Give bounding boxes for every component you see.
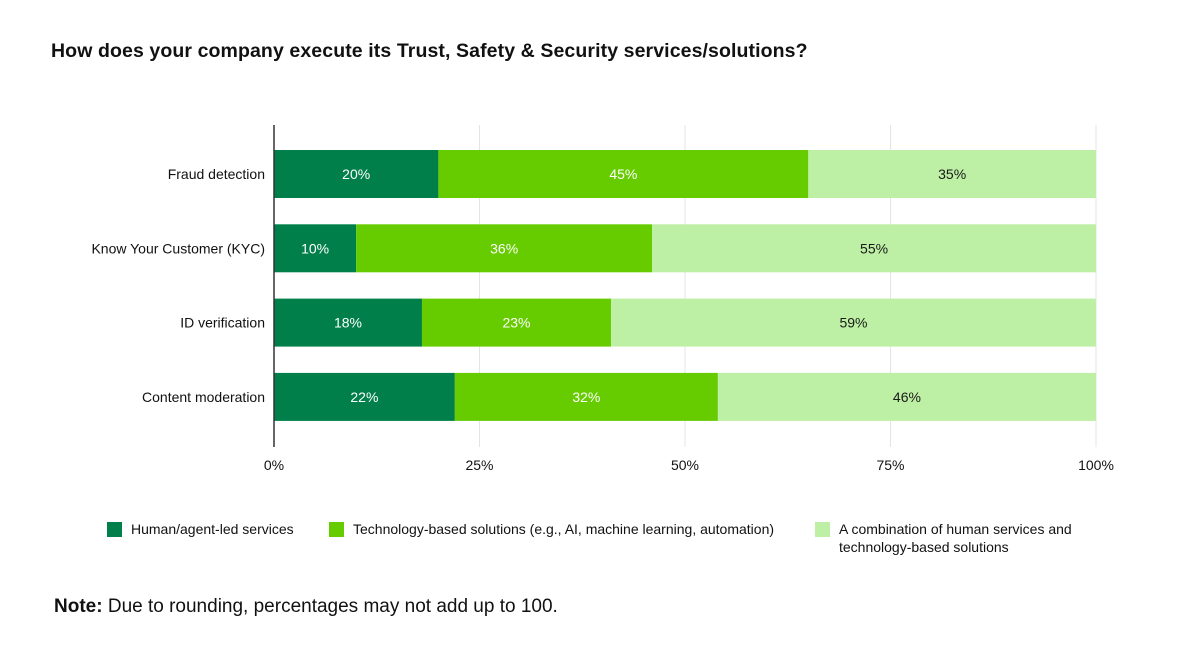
data-label: 18% <box>334 315 362 331</box>
data-label: 10% <box>301 240 329 256</box>
bar-segment <box>438 150 809 198</box>
category-label: Know Your Customer (KYC) <box>91 240 265 256</box>
legend-swatch-human <box>107 522 122 537</box>
data-label: 36% <box>490 240 518 256</box>
data-label: 35% <box>938 166 966 182</box>
bar-segment <box>652 224 1096 273</box>
legend-item-technology: Technology-based solutions (e.g., AI, ma… <box>329 520 815 538</box>
legend-item-combination: A combination of human services and tech… <box>815 520 1094 556</box>
bar-segment <box>717 372 1096 421</box>
bar-segment <box>356 224 653 273</box>
data-label: 23% <box>502 315 530 331</box>
footnote-text: Due to rounding, percentages may not add… <box>102 596 558 617</box>
legend-item-human: Human/agent-led services <box>107 520 329 538</box>
data-label: 45% <box>609 166 637 182</box>
data-label: 55% <box>860 240 888 256</box>
legend-label-combination: A combination of human services and tech… <box>839 521 1072 555</box>
data-label: 22% <box>350 389 378 405</box>
data-label: 32% <box>572 389 600 405</box>
x-tick-label: 50% <box>671 457 699 473</box>
category-label: Content moderation <box>142 389 265 405</box>
chart-legend: Human/agent-led services Technology-base… <box>107 520 1094 556</box>
x-tick-label: 100% <box>1078 457 1114 473</box>
bar-segment <box>274 224 357 273</box>
bar-segment <box>274 298 422 347</box>
bar-segment <box>808 150 1096 198</box>
legend-label-human: Human/agent-led services <box>131 521 294 537</box>
bar-segment <box>274 150 439 198</box>
footnote: Note: Due to rounding, percentages may n… <box>54 596 558 618</box>
legend-swatch-technology <box>329 522 344 537</box>
bar-segment <box>611 298 1096 347</box>
x-tick-label: 0% <box>264 457 284 473</box>
x-tick-label: 25% <box>465 457 493 473</box>
x-tick-label: 75% <box>876 457 904 473</box>
data-label: 59% <box>839 315 867 331</box>
footnote-label: Note: <box>54 596 103 617</box>
legend-label-technology: Technology-based solutions (e.g., AI, ma… <box>353 521 775 537</box>
stacked-bar-chart: Fraud detection 20% 45% 35% Know Your Custom… <box>91 125 1114 473</box>
data-label: 20% <box>342 166 370 182</box>
chart-title: How does your company execute its Trust,… <box>51 40 808 62</box>
category-label: ID verification <box>180 315 265 331</box>
data-label: 46% <box>893 389 921 405</box>
bar-segment <box>454 372 718 421</box>
category-label: Fraud detection <box>168 166 265 182</box>
legend-swatch-combination <box>815 522 830 537</box>
bar-segment <box>421 298 612 347</box>
bar-segment <box>274 372 455 421</box>
